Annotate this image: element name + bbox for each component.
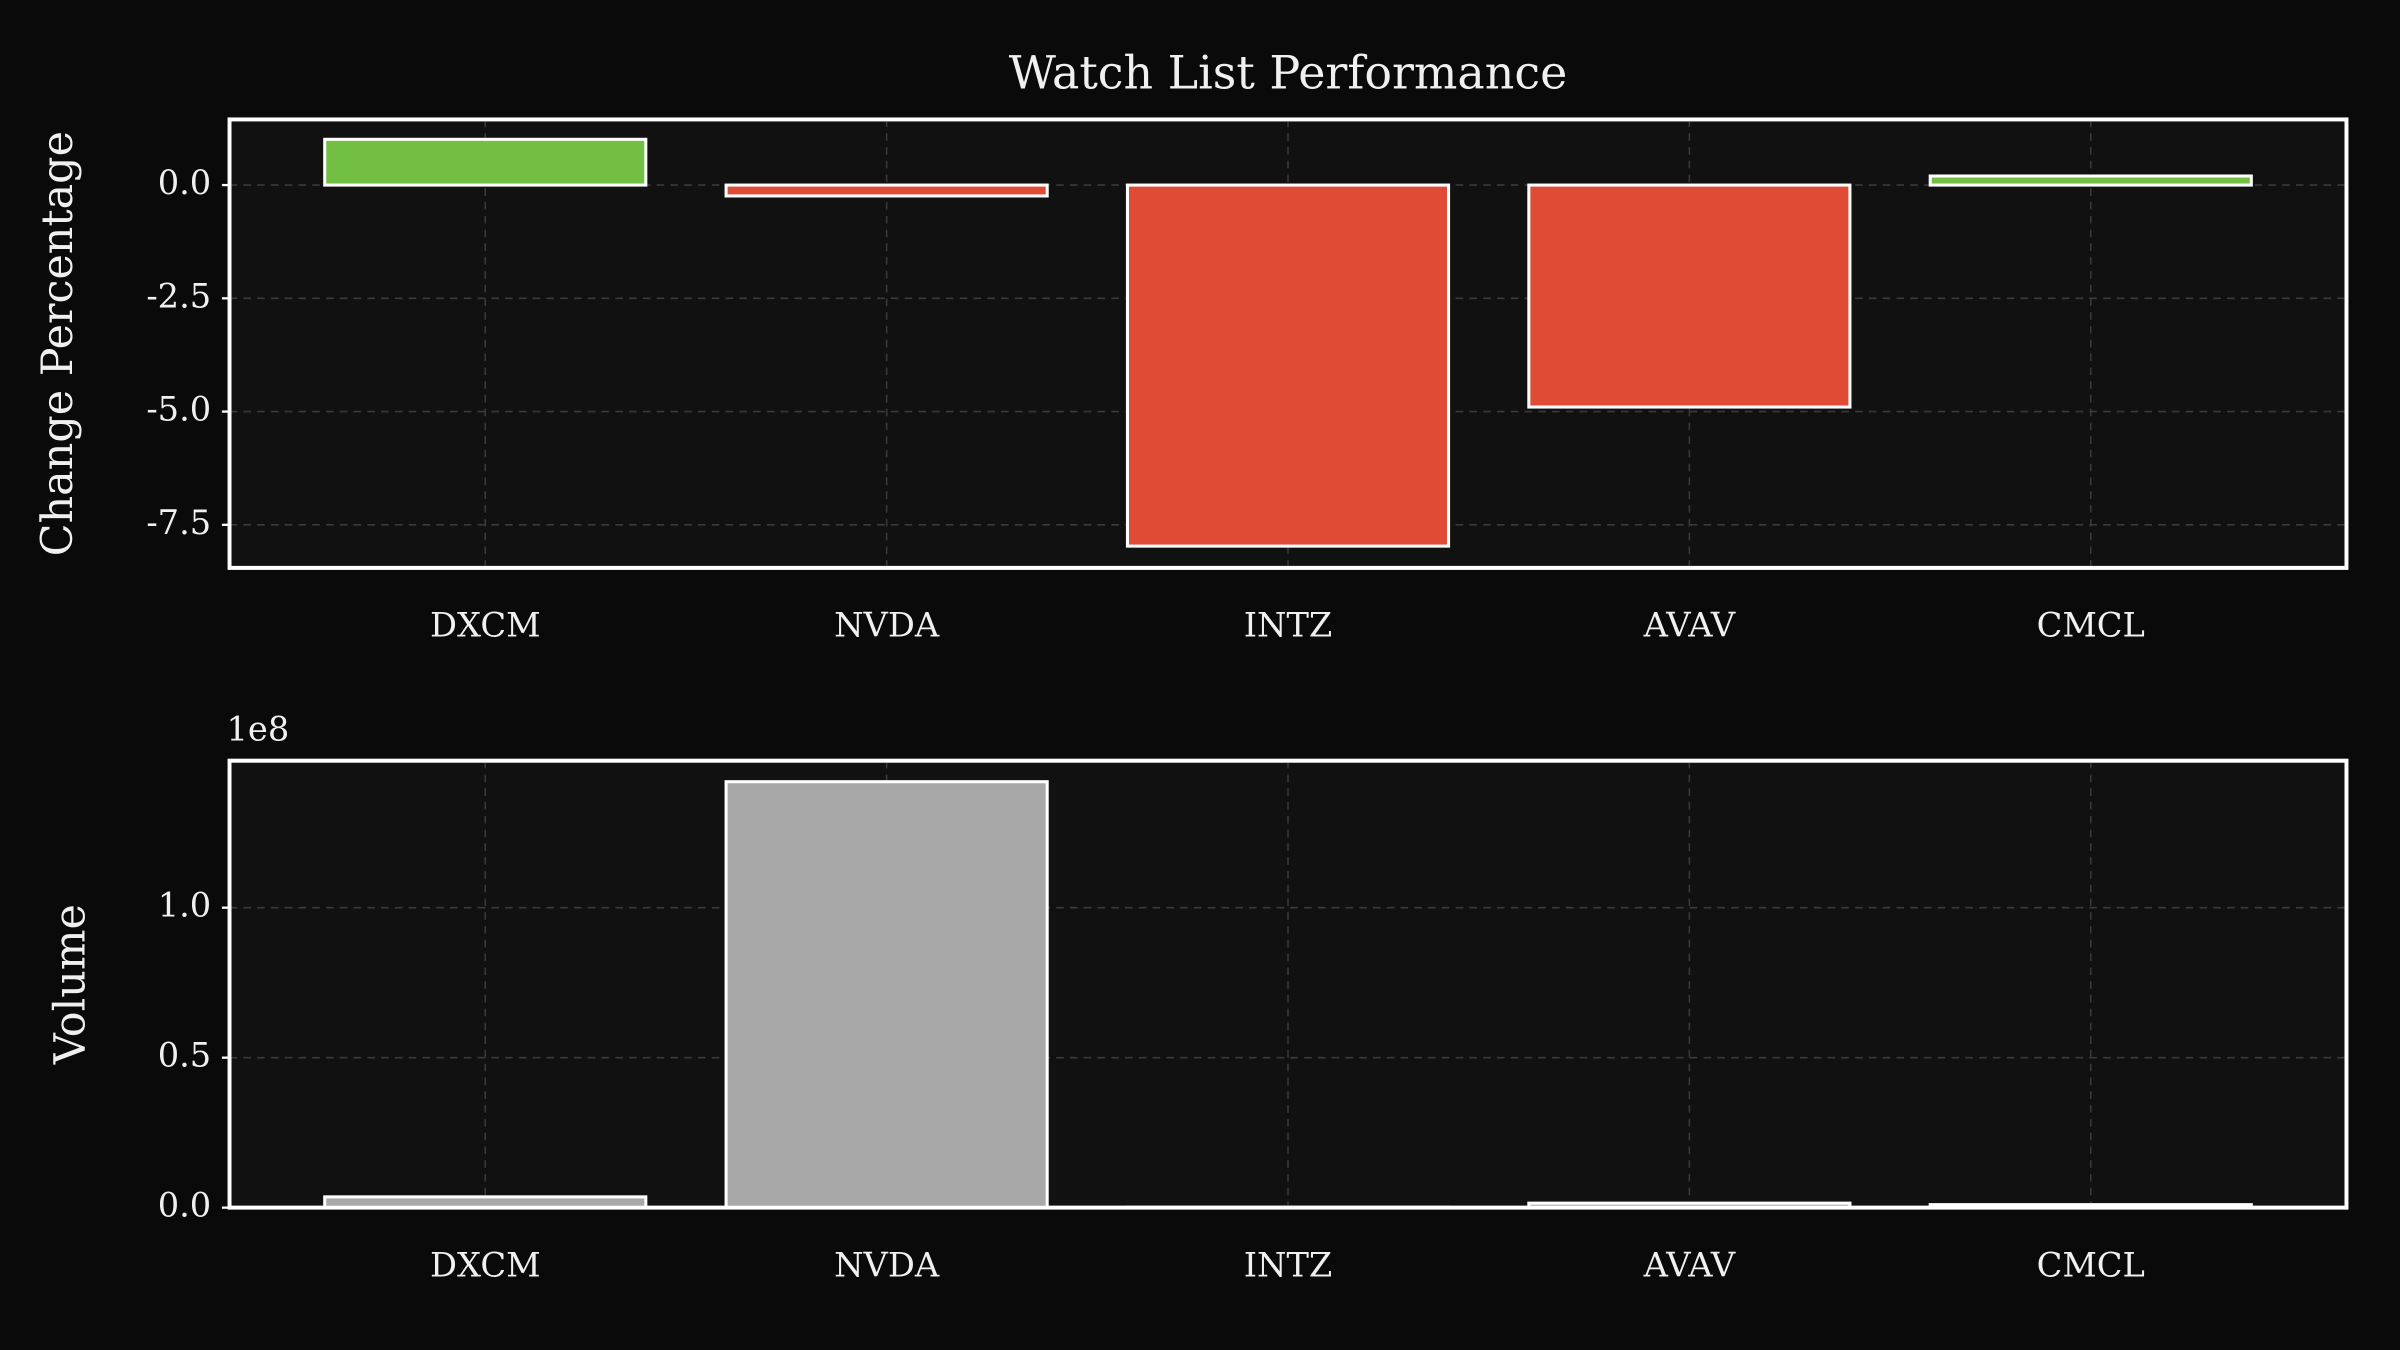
x-tick-label: CMCL [2037, 606, 2145, 645]
y-tick-label: 0.5 [158, 1036, 212, 1075]
y-axis-label: Volume [45, 904, 95, 1065]
y-tick-label: 0.0 [158, 163, 212, 202]
x-tick-label: NVDA [834, 1245, 940, 1284]
bar [724, 183, 1049, 198]
bar [1125, 183, 1451, 548]
y-tick-label: 1.0 [158, 886, 212, 925]
bar [724, 780, 1049, 1210]
y-tick-label: -2.5 [146, 276, 211, 315]
x-tick-label: CMCL [2037, 1245, 2145, 1284]
bar [323, 137, 648, 187]
y-axis-label: Change Percentage [33, 131, 83, 556]
plot-frame [227, 117, 2349, 570]
x-tick-label: AVAV [1643, 1245, 1736, 1284]
x-tick-label: AVAV [1643, 606, 1736, 645]
y-tick-label: -5.0 [146, 390, 211, 429]
y-tick-label: 0.0 [158, 1186, 212, 1225]
x-tick-label: INTZ [1244, 606, 1333, 645]
y-offset-label: 1e8 [227, 710, 290, 749]
bar [1527, 183, 1852, 409]
y-tick-label: -7.5 [146, 503, 211, 542]
bar [1928, 174, 2253, 187]
x-tick-label: DXCM [430, 1245, 541, 1284]
x-tick-label: INTZ [1244, 1245, 1333, 1284]
x-tick-label: NVDA [834, 606, 940, 645]
plot-frame [227, 758, 2349, 1210]
chart-title: Watch List Performance [1009, 46, 1568, 100]
x-tick-label: DXCM [430, 606, 541, 645]
